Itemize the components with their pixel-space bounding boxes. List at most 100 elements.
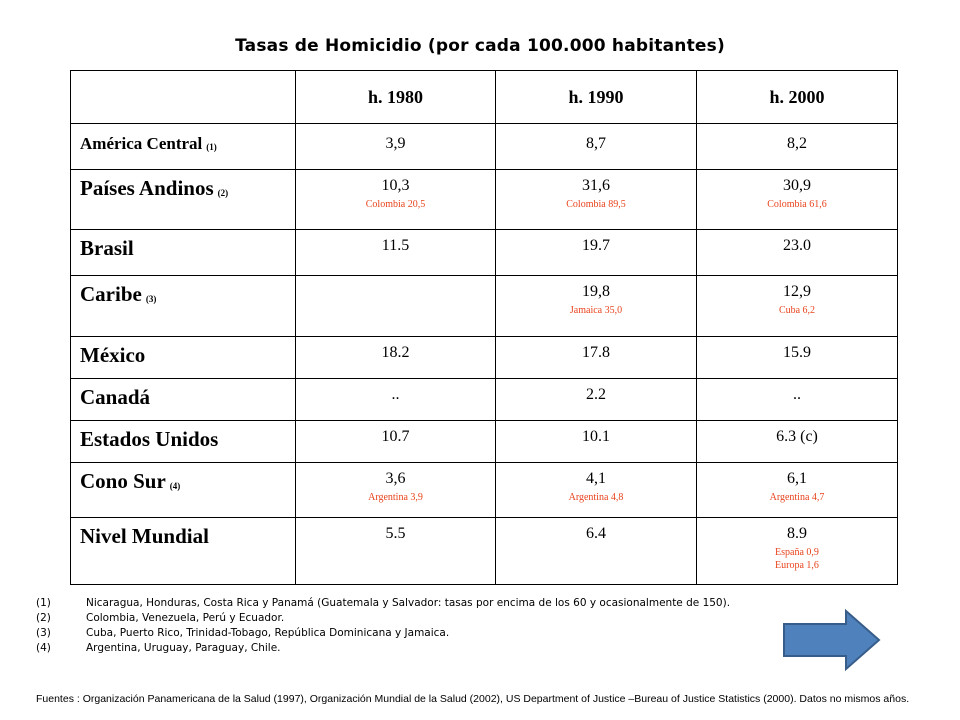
sub-rate-note: Jamaica 35,0 xyxy=(569,305,623,316)
footnote-item: (1) Nicaragua, Honduras, Costa Rica y Pan… xyxy=(36,596,730,611)
header-1980: h. 1980 xyxy=(295,70,496,124)
rate-value: 23.0 xyxy=(783,237,811,254)
table-row: América Central (1) 3,9 8,7 8,2 xyxy=(70,123,898,170)
rate-value: 17.8 xyxy=(582,344,610,361)
footnote-number: (1) xyxy=(36,597,51,609)
value-cell: 23.0 xyxy=(696,229,898,276)
homicide-rates-table: h. 1980 h. 1990 h. 2000 América Central … xyxy=(70,70,898,585)
value-cell: 8,2 xyxy=(696,123,898,170)
table-row: Brasil 11.5 19.7 23.0 xyxy=(70,229,898,276)
rate-value: 19.7 xyxy=(582,237,610,254)
region-name: América Central xyxy=(80,134,203,153)
sources-note: Fuentes : Organización Panamericana de l… xyxy=(36,693,910,705)
footnote-text: Colombia, Venezuela, Perú y Ecuador. xyxy=(86,612,285,624)
sub-rate-note: Argentina 3,9 xyxy=(368,492,423,503)
rate-value: .. xyxy=(391,386,400,403)
region-cell: América Central (1) xyxy=(70,123,296,170)
value-cell: 17.8 xyxy=(495,336,697,379)
rate-value: 31,6 xyxy=(582,177,610,194)
footnote-number: (4) xyxy=(36,642,51,654)
rate-value: 5.5 xyxy=(385,525,406,542)
value-cell: 18.2 xyxy=(295,336,496,379)
region-cell: Países Andinos (2) xyxy=(70,169,296,230)
region-cell: México xyxy=(70,336,296,379)
rate-value: .. xyxy=(793,386,801,403)
region-name: Caribe xyxy=(80,282,142,306)
rate-value: 18.2 xyxy=(381,344,410,361)
footnote-item: (2) Colombia, Venezuela, Perú y Ecuador. xyxy=(36,611,730,626)
rate-value: 6.4 xyxy=(586,525,606,542)
rate-value: 3,6 xyxy=(385,470,406,487)
footnote-ref: (4) xyxy=(169,481,181,491)
region-cell: Estados Unidos xyxy=(70,420,296,463)
table-row: Países Andinos (2) 10,3 Colombia 20,5 31,6 C… xyxy=(70,169,898,230)
table-header-row: h. 1980 h. 1990 h. 2000 xyxy=(70,70,898,124)
table-row: México 18.2 17.8 15.9 xyxy=(70,336,898,379)
value-cell: 10,3 Colombia 20,5 xyxy=(295,169,496,230)
sub-rate-note: Cuba 6,2 xyxy=(778,305,816,316)
region-cell: Brasil xyxy=(70,229,296,276)
table-row: Estados Unidos 10.7 10.1 6.3 (c) xyxy=(70,420,898,463)
region-name: Estados Unidos xyxy=(80,427,219,451)
value-cell: 30,9 Colombia 61,6 xyxy=(696,169,898,230)
region-cell: Canadá xyxy=(70,378,296,421)
value-cell: 6,1 Argentina 4,7 xyxy=(696,462,898,518)
rate-value: 10.1 xyxy=(582,428,610,445)
table-row: Cono Sur (4) 3,6 Argentina 3,9 4,1 Argentina… xyxy=(70,462,898,518)
value-cell: 11.5 xyxy=(295,229,496,276)
table-row: Nivel Mundial 5.5 6.4 8.9 España 0,9 Europa 1… xyxy=(70,517,898,585)
footnote-number: (2) xyxy=(36,612,51,624)
value-cell: 2.2 xyxy=(495,378,697,421)
sub-rate-note: España 0,9 xyxy=(775,547,819,558)
footnotes: (1) Nicaragua, Honduras, Costa Rica y Pan… xyxy=(36,596,730,656)
header-1990: h. 1990 xyxy=(495,70,697,124)
rate-value: 6.3 (c) xyxy=(776,428,818,445)
sub-rate-note: Europa 1,6 xyxy=(775,560,819,571)
rate-value: 8,7 xyxy=(586,135,606,152)
rate-value: 8.9 xyxy=(787,525,807,542)
rate-value: 10,3 xyxy=(381,177,410,194)
value-cell xyxy=(295,275,496,337)
region-name: México xyxy=(80,343,146,367)
region-cell: Cono Sur (4) xyxy=(70,462,296,518)
value-cell: 15.9 xyxy=(696,336,898,379)
rate-value: 10.7 xyxy=(381,428,410,445)
rate-value: 15.9 xyxy=(783,344,811,361)
value-cell: 4,1 Argentina 4,8 xyxy=(495,462,697,518)
footnote-item: (3) Cuba, Puerto Rico, Trinidad-Tobago, R… xyxy=(36,626,730,641)
value-cell: 10.1 xyxy=(495,420,697,463)
value-cell: 12,9 Cuba 6,2 xyxy=(696,275,898,337)
rate-value: 6,1 xyxy=(787,470,807,487)
arrow-right-icon xyxy=(783,608,881,672)
value-cell: 19,8 Jamaica 35,0 xyxy=(495,275,697,337)
region-name: Brasil xyxy=(80,236,134,260)
value-cell: 6.4 xyxy=(495,517,697,585)
region-name: Canadá xyxy=(80,385,151,409)
value-cell: 6.3 (c) xyxy=(696,420,898,463)
value-cell: 3,9 xyxy=(295,123,496,170)
header-2000: h. 2000 xyxy=(696,70,898,124)
footnote-number: (3) xyxy=(36,627,51,639)
region-cell: Caribe (3) xyxy=(70,275,296,337)
sub-rate-note: Colombia 61,6 xyxy=(767,199,827,210)
rate-value: 30,9 xyxy=(783,177,811,194)
rate-value: 19,8 xyxy=(582,283,610,300)
value-cell: 31,6 Colombia 89,5 xyxy=(495,169,697,230)
sub-rate-note: Argentina 4,8 xyxy=(568,492,624,503)
value-cell: .. xyxy=(295,378,496,421)
sub-rate-note: Colombia 20,5 xyxy=(365,199,426,210)
sub-rate-note: Argentina 4,7 xyxy=(769,492,825,503)
value-cell: 19.7 xyxy=(495,229,697,276)
footnote-text: Cuba, Puerto Rico, Trinidad-Tobago, Repú… xyxy=(86,627,450,639)
rate-value: 3,9 xyxy=(385,135,406,152)
footnote-text: Argentina, Uruguay, Paraguay, Chile. xyxy=(86,642,281,654)
page-title: Tasas de Homicidio (por cada 100.000 hab… xyxy=(235,36,725,56)
footnote-text: Nicaragua, Honduras, Costa Rica y Panamá… xyxy=(86,597,731,609)
value-cell: 10.7 xyxy=(295,420,496,463)
next-slide-button[interactable] xyxy=(782,608,882,675)
region-name: Países Andinos xyxy=(80,176,214,200)
region-name: Cono Sur xyxy=(80,469,166,493)
footnote-ref: (2) xyxy=(217,188,229,198)
table-row: Caribe (3) 19,8 Jamaica 35,0 12,9 Cuba 6,2 xyxy=(70,275,898,337)
rate-value: 12,9 xyxy=(783,283,811,300)
